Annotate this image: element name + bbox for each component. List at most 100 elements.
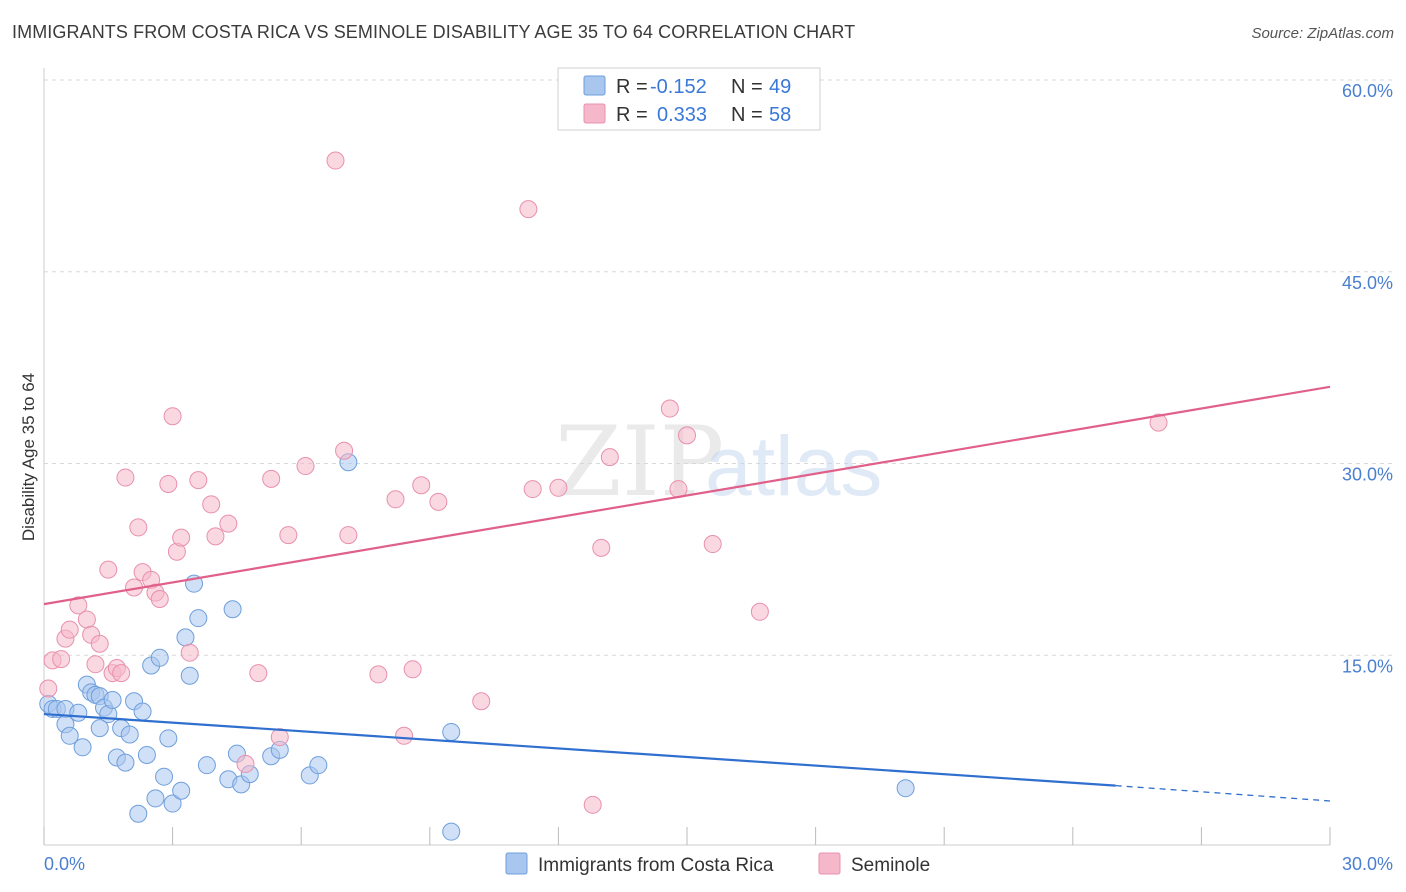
costa-rica-point — [223, 600, 242, 619]
costa-rica-point — [129, 804, 148, 823]
legend-swatch-pink — [583, 103, 606, 124]
costa-rica-point — [69, 703, 88, 722]
seminole-point — [395, 726, 414, 745]
seminole-point — [326, 151, 345, 170]
seminole-point — [703, 535, 722, 554]
trend-layer — [43, 385, 1331, 802]
costa-rica-point — [442, 722, 461, 741]
series-legend: Immigrants from Costa Rica Seminole — [505, 852, 930, 876]
seminole-point — [429, 492, 448, 511]
axis-layer: 15.0% 30.0% 45.0% 60.0% 0.0% 30.0% — [43, 68, 1393, 874]
costa-rica-point — [163, 794, 182, 813]
costa-rica-point — [180, 666, 199, 685]
costa-rica-point — [442, 822, 461, 841]
correlation-legend: R = -0.152 N = 49 R = 0.333 N = 58 — [557, 67, 821, 131]
grid-layer — [44, 79, 1392, 656]
legend-r-label-1: R = — [616, 76, 648, 98]
seminole-point — [296, 457, 315, 476]
seminole-point — [270, 728, 289, 747]
costa-rica-point — [90, 719, 109, 738]
y-tick-label: 30.0% — [1342, 465, 1393, 485]
costa-rica-point — [155, 767, 174, 786]
costa-rica-point — [150, 648, 169, 667]
seminole-point — [90, 634, 109, 653]
costa-rica-point — [133, 702, 152, 721]
costa-rica-point — [60, 726, 79, 745]
seminole-point — [600, 448, 619, 467]
watermark: ZIP atlas — [555, 406, 882, 518]
series-legend-label-pink: Seminole — [851, 855, 930, 876]
seminole-point — [236, 754, 255, 773]
seminole-point — [86, 655, 105, 674]
series-legend-swatch-pink — [818, 852, 841, 875]
legend-swatch-blue — [583, 75, 606, 96]
seminole-point — [219, 514, 238, 533]
seminole-point — [369, 665, 388, 684]
legend-n-label-2: N = — [731, 104, 763, 126]
seminole-point — [412, 476, 431, 495]
seminole-point — [163, 407, 182, 426]
y-tick-label: 15.0% — [1342, 656, 1393, 676]
legend-r-value-2: 0.333 — [657, 104, 707, 126]
seminole-point — [180, 643, 199, 662]
series-legend-swatch-blue — [505, 852, 528, 875]
seminole-point — [39, 679, 58, 698]
seminole-point — [189, 471, 208, 490]
series-legend-label-blue: Immigrants from Costa Rica — [538, 855, 774, 876]
costa-rica-point — [309, 756, 328, 775]
costa-rica-trend-line — [43, 712, 1116, 787]
seminole-point — [472, 692, 491, 711]
y-tick-label: 45.0% — [1342, 273, 1393, 293]
chart-title: IMMIGRANTS FROM COSTA RICA VS SEMINOLE D… — [12, 22, 856, 42]
seminole-point — [99, 560, 118, 579]
seminole-point — [262, 469, 281, 488]
costa-rica-point — [137, 745, 156, 764]
seminole-point — [335, 441, 354, 460]
legend-r-value-1: -0.152 — [650, 76, 707, 98]
seminole-point — [249, 664, 268, 683]
x-tick-label-min: 0.0% — [44, 854, 85, 874]
seminole-trend-line — [43, 385, 1331, 606]
seminole-point — [112, 664, 131, 683]
x-tick-label-max: 30.0% — [1342, 854, 1393, 874]
seminole-point — [159, 474, 178, 493]
seminole-point — [129, 518, 148, 537]
seminole-point — [1149, 413, 1168, 432]
costa-rica-point — [159, 729, 178, 748]
legend-n-value-2: 58 — [769, 104, 791, 126]
watermark-zip: ZIP — [555, 406, 724, 518]
seminole-point — [750, 602, 769, 621]
seminole-point — [60, 620, 79, 639]
seminole-point — [77, 610, 96, 629]
costa-rica-point — [176, 628, 195, 647]
seminole-point — [150, 590, 169, 609]
seminole-point — [206, 527, 225, 546]
seminole-point — [386, 490, 405, 509]
seminole-point — [549, 478, 568, 497]
seminole-point — [172, 528, 191, 547]
seminole-point — [519, 200, 538, 219]
costa-rica-point — [120, 725, 139, 744]
points-layer — [39, 151, 1168, 841]
seminole-point — [403, 660, 422, 679]
seminole-point — [52, 650, 71, 669]
seminole-point — [523, 480, 542, 499]
seminole-point — [583, 795, 602, 814]
watermark-atlas: atlas — [705, 419, 882, 513]
seminole-point — [592, 538, 611, 557]
costa-rica-trend-extension — [1115, 784, 1331, 802]
seminole-point — [202, 495, 221, 514]
costa-rica-point — [73, 738, 92, 757]
y-tick-label: 60.0% — [1342, 81, 1393, 101]
y-axis-title: Disability Age 35 to 64 — [19, 373, 38, 541]
seminole-point — [69, 596, 88, 615]
seminole-point — [660, 399, 679, 418]
legend-n-value-1: 49 — [769, 76, 791, 98]
legend-n-label-1: N = — [731, 76, 763, 98]
costa-rica-point — [172, 781, 191, 800]
legend-r-label-2: R = — [616, 104, 648, 126]
costa-rica-point — [146, 789, 165, 808]
costa-rica-point — [896, 779, 915, 798]
costa-rica-point — [189, 609, 208, 628]
